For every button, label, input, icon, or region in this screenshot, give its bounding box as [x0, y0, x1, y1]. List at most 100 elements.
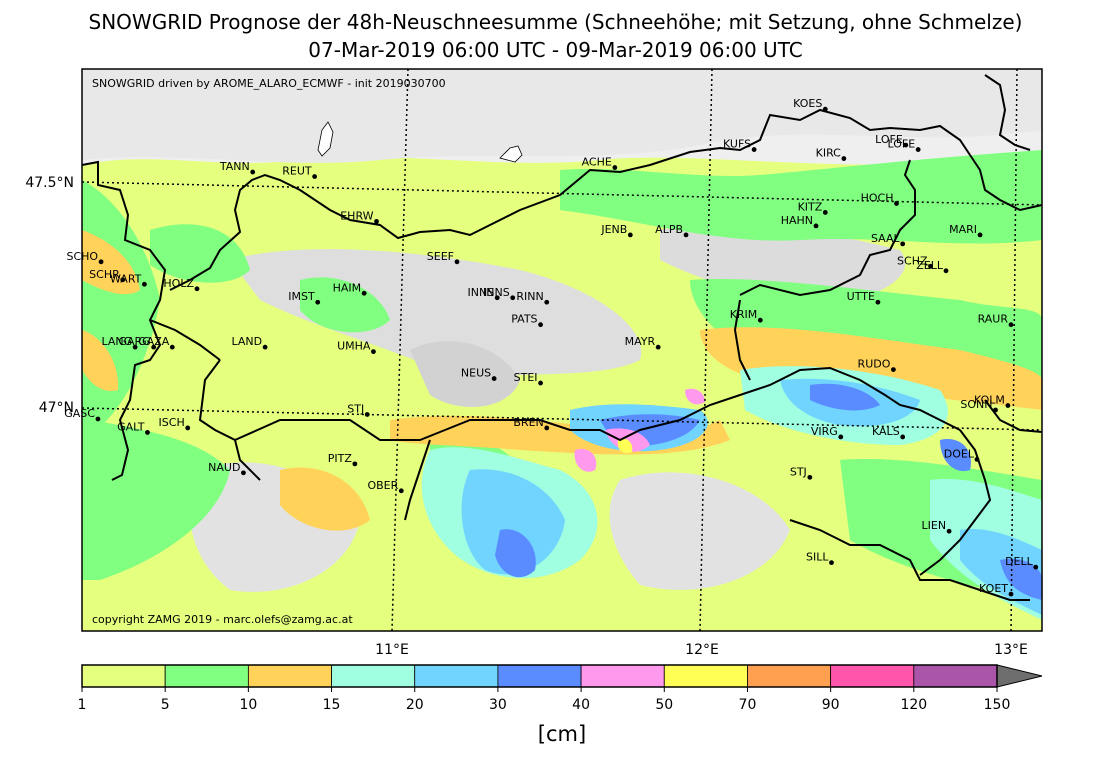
station-dot: [757, 317, 763, 323]
station-label: PITZ: [328, 452, 353, 465]
station-label: SCHZ: [897, 254, 928, 267]
station-dot: [894, 201, 899, 206]
colorbar-segment: [663, 664, 748, 688]
station-label: INNS: [483, 286, 510, 299]
colorbar-tick-label: 50: [655, 697, 673, 713]
station-label: ALPB: [655, 223, 683, 236]
station-dot: [120, 277, 126, 283]
station-label: REUT: [282, 165, 312, 178]
station-label: DELL: [1005, 555, 1034, 568]
station-dot: [544, 425, 550, 431]
colorbar-outline: [81, 664, 998, 688]
station-dot: [829, 560, 834, 566]
station-dot: [250, 169, 256, 175]
station-dot: [903, 142, 909, 148]
station-label: NEUS: [461, 367, 491, 380]
lat-label-47: 47°N: [39, 400, 74, 416]
station-dot: [352, 461, 358, 467]
graticule-line: [1010, 68, 1018, 632]
station-dot: [1008, 322, 1014, 328]
station-dot: [1005, 403, 1011, 408]
station-dot: [95, 416, 101, 422]
station-label: HAIM: [333, 281, 362, 294]
station-label: KUFS: [723, 138, 751, 151]
station-dot: [900, 241, 906, 247]
station-dot: [98, 259, 104, 265]
station-dot: [194, 286, 200, 292]
station-dot: [374, 219, 379, 224]
colorbar-tick-label: 5: [161, 697, 170, 713]
station-dot: [807, 474, 813, 480]
colorbar-tick-label: 1: [78, 697, 87, 713]
station-dot: [491, 376, 497, 381]
station-label: IMST: [288, 290, 315, 303]
colorbar-tick-label: 150: [984, 697, 1011, 713]
station-dot: [822, 210, 828, 215]
station-label: SCHR: [89, 268, 120, 281]
colorbar-ticks: 1 5 10 15 20 30 40 50 70 90 120 150: [78, 687, 1011, 713]
station-label: OBER: [367, 479, 398, 492]
station-label: KITZ: [798, 200, 823, 213]
station-dot: [841, 156, 847, 161]
map-title-line-1: SNOWGRID Prognose der 48h-Neuschneesumme…: [88, 10, 1023, 34]
station-label: UTTE: [847, 290, 875, 303]
colorbar-segment: [747, 664, 832, 688]
station-dot: [751, 147, 757, 152]
station-label: LAND: [231, 335, 262, 348]
lon-label-13: 13°E: [994, 642, 1028, 658]
station-dot: [169, 344, 175, 350]
lake-outline: [317, 121, 334, 157]
station-label: RAUR: [978, 313, 1009, 326]
station-label: SILL: [806, 551, 829, 564]
graticule-line: [81, 407, 1043, 431]
station-dot: [185, 425, 191, 431]
station-label: UMHA: [337, 340, 371, 353]
snowfall-field: [82, 69, 1042, 631]
colorbar-boxes: [81, 664, 1043, 688]
station-dot: [1008, 591, 1014, 597]
station-label: HOLZ: [163, 277, 194, 290]
colorbar-segment: [164, 664, 249, 688]
graticule-line: [391, 68, 409, 632]
station-label: RINN: [516, 290, 543, 303]
colorbar-tick-label: 70: [739, 697, 757, 713]
station-dot: [544, 299, 550, 305]
station-label: WART: [110, 272, 142, 285]
station-dot: [132, 344, 138, 350]
station-label: KRIM: [730, 308, 758, 321]
colorbar-segment: [580, 664, 665, 688]
colorbar-tick-label: 20: [406, 697, 424, 713]
station-label: MARI: [949, 223, 977, 236]
station-dot: [371, 349, 376, 355]
lat-label-47-5: 47.5°N: [25, 175, 74, 191]
station-label: KOES: [793, 97, 822, 110]
station-dot: [538, 322, 543, 328]
station-label: VIRG: [811, 425, 838, 438]
station-dot: [977, 232, 983, 238]
colorbar-tick-label: 90: [822, 697, 840, 713]
station-label: GAZA: [138, 335, 170, 348]
colorbar-segment: [414, 664, 499, 688]
station-dot: [494, 295, 500, 301]
colorbar-segment: [830, 664, 915, 688]
station-label: KOET: [979, 582, 1008, 595]
station-dot: [946, 528, 952, 534]
station-dot: [145, 430, 150, 435]
station-label: STEI: [514, 371, 538, 384]
graticule: [81, 68, 1043, 632]
station-dot: [890, 367, 896, 372]
station-dot: [1033, 564, 1039, 570]
station-dot: [364, 412, 370, 417]
station-dot: [151, 344, 157, 350]
colorbar-tick-label: 15: [323, 697, 341, 713]
station-dot: [875, 299, 881, 305]
colorbar-tick-label: 40: [572, 697, 590, 713]
station-dot: [312, 174, 318, 179]
map-title-line-2: 07-Mar-2019 06:00 UTC - 09-Mar-2019 06:0…: [308, 38, 803, 62]
colorbar-segment: [497, 664, 582, 688]
station-label: KOLM: [974, 394, 1005, 407]
station-dot: [538, 380, 543, 386]
station-dot: [142, 281, 147, 287]
